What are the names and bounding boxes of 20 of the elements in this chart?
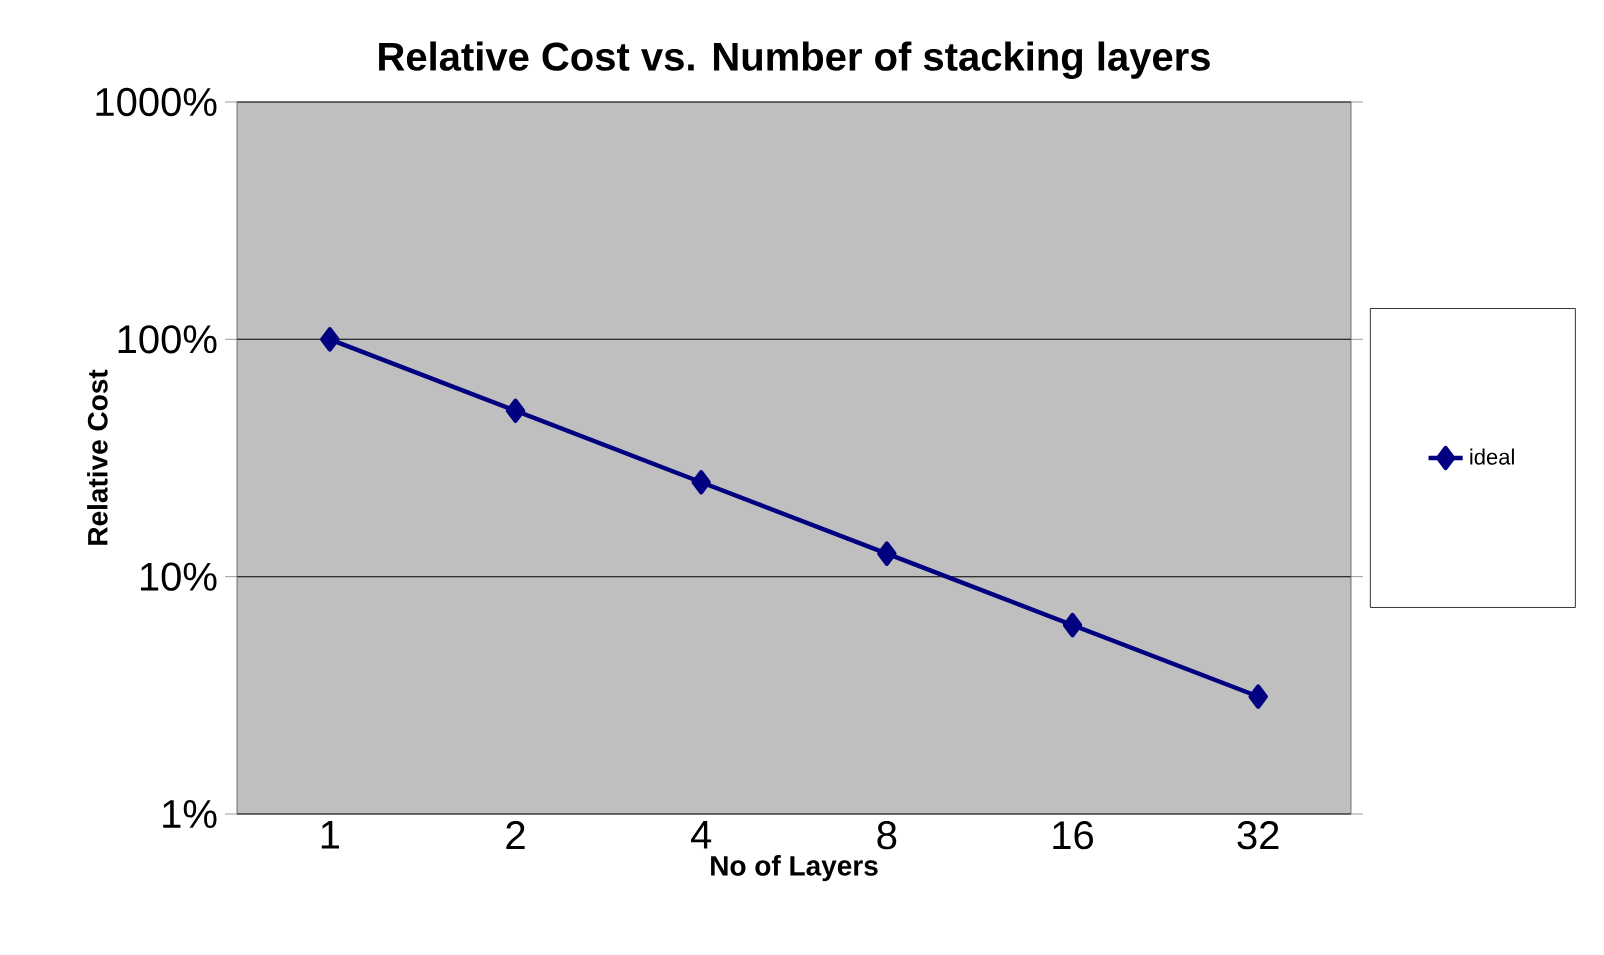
point [877,541,897,566]
x-axis-title: No of Layers [711,855,878,882]
y-axis-title: Relative Cost [87,369,108,545]
y-tick-label: 1% [163,800,217,828]
x-tick-label: 16 [1053,821,1093,850]
x-tick-label: 4 [690,821,712,849]
point [1248,684,1268,709]
y-tick-label: 100% [118,325,217,354]
x-tick-label: 8 [877,821,897,850]
point [691,470,711,495]
x-tick-label: 2 [506,821,525,849]
x-tick-label: 1 [321,821,340,849]
point [505,398,526,423]
legend-label: ideal [1470,448,1514,465]
x-tick-label: 32 [1237,821,1279,850]
y-tick-label: 1000% [96,87,217,117]
chart-title: Relative Cost vs. Number of stacking layers [379,41,1210,79]
point [320,327,340,352]
y-tick-label: 10% [140,562,217,591]
point [1062,612,1083,638]
